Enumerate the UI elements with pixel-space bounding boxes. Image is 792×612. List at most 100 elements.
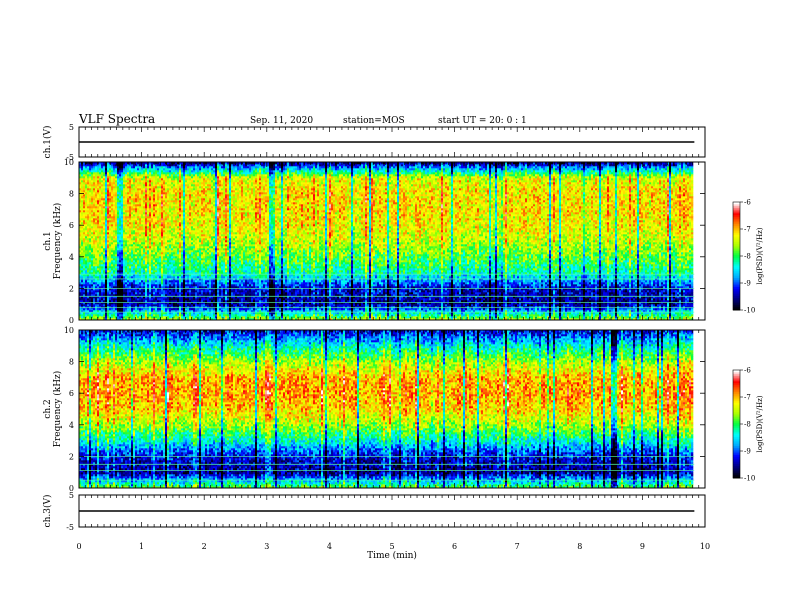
spectrogram-cell xyxy=(81,176,83,178)
spectrogram-cell xyxy=(91,180,93,182)
spectrogram-cell xyxy=(81,218,83,220)
spectrogram-cell xyxy=(81,180,83,182)
spectrogram-cell xyxy=(87,176,89,178)
spectrogram-cell xyxy=(81,252,83,254)
spectrogram-cell xyxy=(95,174,97,176)
spectrogram-cell xyxy=(81,166,83,168)
spectrogram-cell xyxy=(83,268,85,270)
spectrogram-cell xyxy=(95,168,97,170)
spectrogram-cell xyxy=(81,304,83,306)
spectrogram-cell xyxy=(87,210,89,212)
spectrogram-cell xyxy=(87,270,89,272)
spectrogram-cell xyxy=(87,284,89,286)
spectrogram-cell xyxy=(85,282,87,284)
spectrogram-cell xyxy=(95,264,97,266)
spectrogram-cell xyxy=(83,266,85,268)
spectrogram-cell xyxy=(95,206,97,208)
spectrogram-cell xyxy=(95,284,97,286)
spectrogram-cell xyxy=(93,234,95,236)
spectrogram-cell xyxy=(89,222,91,224)
spectrogram-cell xyxy=(93,258,95,260)
spectrogram-cell xyxy=(85,206,87,208)
spectrogram-cell xyxy=(97,236,99,238)
spectrogram-cell xyxy=(97,292,99,294)
spectrogram-cell xyxy=(97,254,99,256)
spectrogram-cell xyxy=(95,228,97,230)
spectrogram-cell xyxy=(89,304,91,306)
spectrogram-cell xyxy=(91,182,93,184)
spectrogram-cell xyxy=(87,290,89,292)
spectrogram-cell xyxy=(83,238,85,240)
spectrogram-cell xyxy=(87,268,89,270)
spectrogram-cell xyxy=(93,264,95,266)
spectrogram-cell xyxy=(81,298,83,300)
spectrogram-cell xyxy=(97,298,99,300)
spectrogram-cell xyxy=(85,210,87,212)
spectrogram-cell xyxy=(89,172,91,174)
y-axis-label: ch.1(V) xyxy=(42,126,53,159)
spectrogram-cell xyxy=(83,254,85,256)
spectrogram-cell xyxy=(89,242,91,244)
spectrogram-cell xyxy=(95,250,97,252)
spectrogram-cell xyxy=(97,222,99,224)
spectrogram-cell xyxy=(91,300,93,302)
spectrogram-cell xyxy=(83,206,85,208)
spectrogram-cell xyxy=(95,242,97,244)
spectrogram-cell xyxy=(83,226,85,228)
spectrogram-cell xyxy=(83,248,85,250)
spectrogram-cell xyxy=(89,236,91,238)
spectrogram-cell xyxy=(95,270,97,272)
spectrogram-cell xyxy=(93,252,95,254)
spectrogram-cell xyxy=(97,316,99,318)
spectrogram-cell xyxy=(95,240,97,242)
spectrogram-cell xyxy=(87,228,89,230)
spectrogram-cell xyxy=(91,298,93,300)
spectrogram-cell xyxy=(91,270,93,272)
spectrogram-cell xyxy=(91,264,93,266)
spectrogram-cell xyxy=(87,172,89,174)
spectrogram-cell xyxy=(95,304,97,306)
spectrogram-cell xyxy=(95,262,97,264)
spectrogram-cell xyxy=(91,240,93,242)
spectrogram-cell xyxy=(91,188,93,190)
spectrogram-cell xyxy=(97,192,99,194)
spectrogram-cell xyxy=(93,292,95,294)
spectrogram-cell xyxy=(95,252,97,254)
spectrogram-cell xyxy=(89,186,91,188)
spectrogram-cell xyxy=(89,216,91,218)
spectrogram-cell xyxy=(85,304,87,306)
spectrogram-cell xyxy=(95,212,97,214)
spectrogram-cell xyxy=(85,244,87,246)
header-station: station=MOS xyxy=(343,116,405,126)
spectrogram-cell xyxy=(95,198,97,200)
spectrogram-cell xyxy=(83,258,85,260)
spectrogram-cell xyxy=(95,222,97,224)
spectrogram-cell xyxy=(81,206,83,208)
spectrogram-cell xyxy=(93,250,95,252)
spectrogram-cell xyxy=(91,248,93,250)
spectrogram-cell xyxy=(95,282,97,284)
spectrogram-cell xyxy=(85,268,87,270)
spectrogram-cell xyxy=(99,304,101,306)
spectrogram-cell xyxy=(85,242,87,244)
spectrogram-cell xyxy=(99,316,101,318)
spectrogram-cell xyxy=(99,246,101,248)
spectrogram-cell xyxy=(91,226,93,228)
spectrogram-cell xyxy=(81,264,83,266)
spectrogram-cell xyxy=(99,264,101,266)
spectrogram-cell xyxy=(95,236,97,238)
spectrogram-cell xyxy=(87,182,89,184)
spectrogram-cell xyxy=(97,190,99,192)
spectrogram-cell xyxy=(91,198,93,200)
spectrogram-cell xyxy=(83,308,85,310)
spectrogram-cell xyxy=(99,260,101,262)
spectrogram-cell xyxy=(87,198,89,200)
spectrogram-cell xyxy=(83,240,85,242)
spectrogram-cell xyxy=(89,314,91,316)
spectrogram-cell xyxy=(97,280,99,282)
spectrogram-cell xyxy=(85,238,87,240)
spectrogram-cell xyxy=(89,230,91,232)
spectrogram-cell xyxy=(85,166,87,168)
spectrogram-cell xyxy=(81,254,83,256)
spectrogram-cell xyxy=(97,202,99,204)
